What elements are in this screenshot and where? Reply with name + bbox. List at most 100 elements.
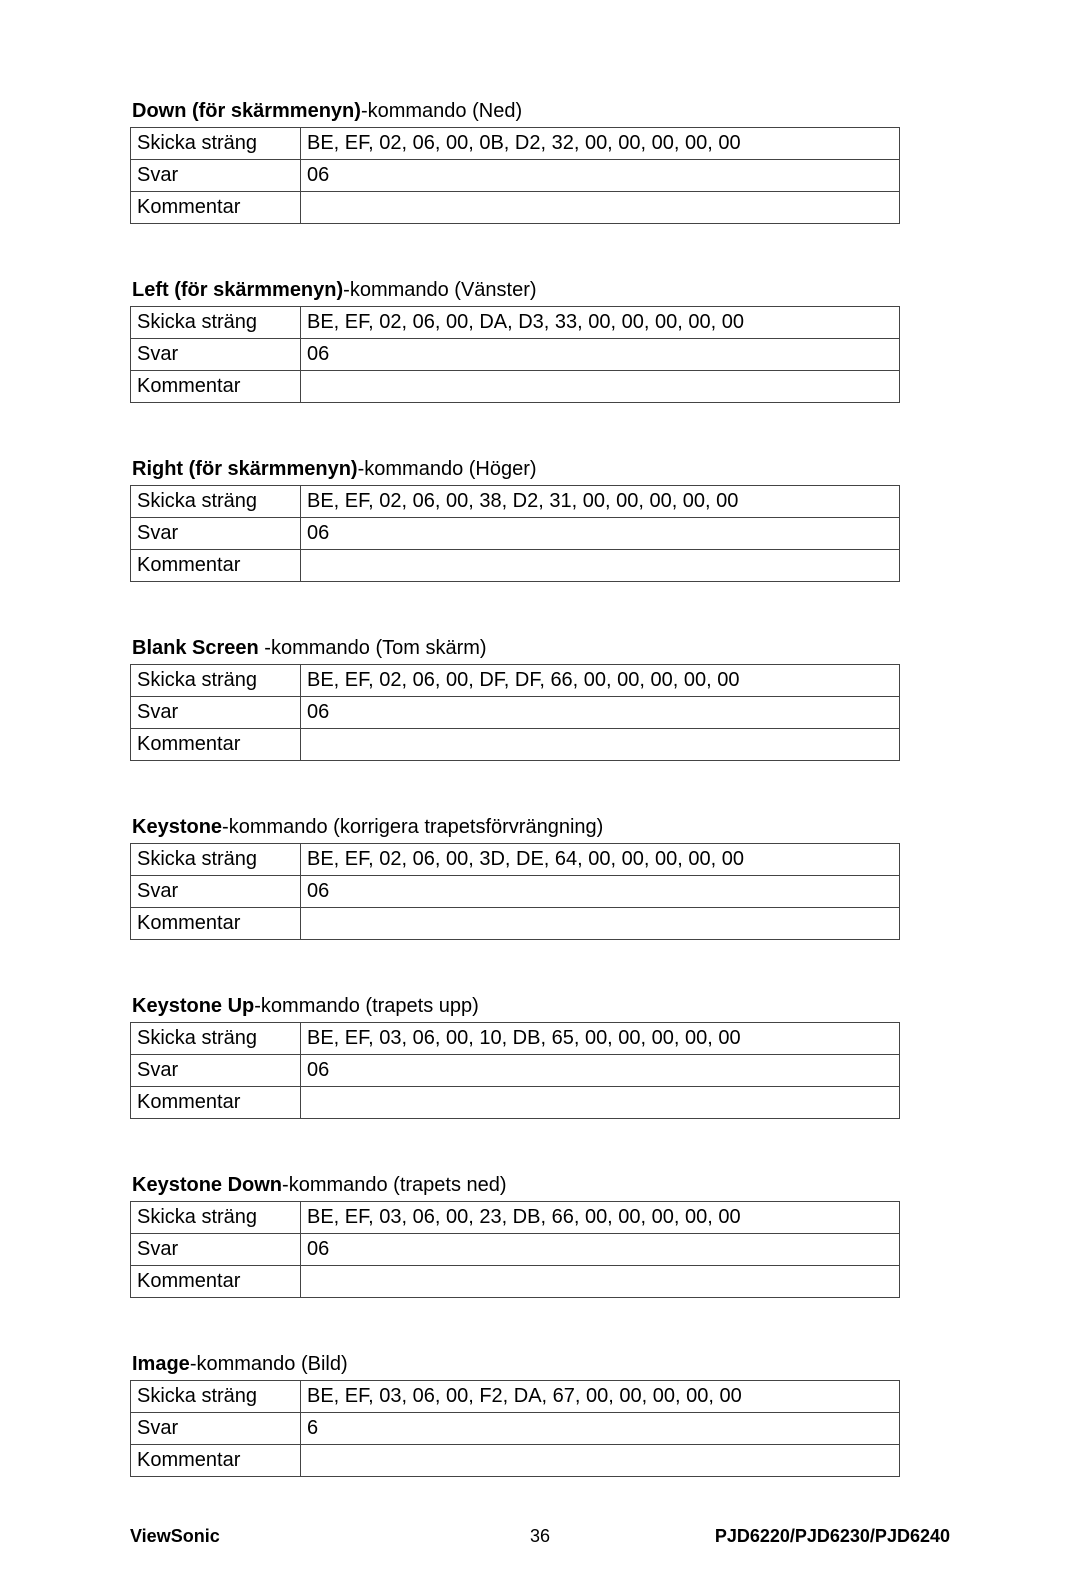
section-title-rest: -kommando (trapets ned): [282, 1174, 507, 1196]
row-label-comment: Kommentar: [131, 1445, 301, 1477]
table-row: Kommentar: [131, 729, 900, 761]
command-section: Right (för skärmmenyn)-kommando (Höger) S…: [130, 458, 950, 582]
document-page: Down (för skärmmenyn)-kommando (Ned) Skic…: [0, 0, 1080, 1592]
row-value-reply: 06: [301, 339, 900, 371]
section-title-rest: -kommando (Bild): [190, 1353, 348, 1375]
row-label-reply: Svar: [131, 518, 301, 550]
table-row: Skicka strängBE, EF, 03, 06, 00, F2, DA,…: [131, 1381, 900, 1413]
row-label-reply: Svar: [131, 697, 301, 729]
row-label-send: Skicka sträng: [131, 128, 301, 160]
table-row: Kommentar: [131, 1445, 900, 1477]
command-section: Keystone Up-kommando (trapets upp) Skicka…: [130, 995, 950, 1119]
command-table: Skicka strängBE, EF, 02, 06, 00, 3D, DE,…: [130, 843, 900, 940]
section-title-rest: -kommando (trapets upp): [254, 995, 479, 1017]
table-row: Kommentar: [131, 1087, 900, 1119]
table-row: Kommentar: [131, 550, 900, 582]
row-value-comment: [301, 729, 900, 761]
row-value-comment: [301, 908, 900, 940]
row-label-comment: Kommentar: [131, 1087, 301, 1119]
section-title-bold: Keystone Down: [132, 1174, 282, 1196]
section-title: Image-kommando (Bild): [130, 1353, 950, 1376]
table-row: Svar06: [131, 876, 900, 908]
row-label-comment: Kommentar: [131, 550, 301, 582]
row-label-send: Skicka sträng: [131, 486, 301, 518]
section-title: Blank Screen -kommando (Tom skärm): [130, 637, 950, 660]
row-value-comment: [301, 192, 900, 224]
section-title: Left (för skärmmenyn)-kommando (Vänster): [130, 279, 950, 302]
row-label-reply: Svar: [131, 1234, 301, 1266]
section-title-bold: Right (för skärmmenyn): [132, 458, 358, 480]
row-label-reply: Svar: [131, 339, 301, 371]
section-title: Right (för skärmmenyn)-kommando (Höger): [130, 458, 950, 481]
table-row: Kommentar: [131, 908, 900, 940]
table-row: Kommentar: [131, 1266, 900, 1298]
row-value-comment: [301, 371, 900, 403]
row-value-reply: 6: [301, 1413, 900, 1445]
row-value-reply: 06: [301, 1055, 900, 1087]
table-row: Svar6: [131, 1413, 900, 1445]
row-value-comment: [301, 1445, 900, 1477]
row-label-reply: Svar: [131, 160, 301, 192]
section-title-bold: Image: [132, 1353, 190, 1375]
section-title-rest: -kommando (Tom skärm): [264, 637, 486, 659]
table-row: Svar06: [131, 518, 900, 550]
section-title-bold: Keystone: [132, 816, 222, 838]
section-title: Keystone-kommando (korrigera trapetsförv…: [130, 816, 950, 839]
row-label-comment: Kommentar: [131, 729, 301, 761]
table-row: Skicka strängBE, EF, 02, 06, 00, 3D, DE,…: [131, 844, 900, 876]
row-label-comment: Kommentar: [131, 908, 301, 940]
command-section: Image-kommando (Bild) Skicka strängBE, EF…: [130, 1353, 950, 1477]
row-value-send: BE, EF, 02, 06, 00, 38, D2, 31, 00, 00, …: [301, 486, 900, 518]
section-title-bold: Keystone Up: [132, 995, 254, 1017]
table-row: Kommentar: [131, 371, 900, 403]
footer-page-number: 36: [130, 1526, 950, 1547]
table-row: Kommentar: [131, 192, 900, 224]
command-table: Skicka strängBE, EF, 02, 06, 00, 38, D2,…: [130, 485, 900, 582]
row-value-send: BE, EF, 03, 06, 00, 10, DB, 65, 00, 00, …: [301, 1023, 900, 1055]
row-value-send: BE, EF, 02, 06, 00, 3D, DE, 64, 00, 00, …: [301, 844, 900, 876]
row-label-comment: Kommentar: [131, 371, 301, 403]
row-value-reply: 06: [301, 876, 900, 908]
section-title-rest: -kommando (Höger): [358, 458, 537, 480]
table-row: Svar06: [131, 1055, 900, 1087]
row-label-reply: Svar: [131, 1413, 301, 1445]
section-title-rest: -kommando (Vänster): [343, 279, 536, 301]
row-label-send: Skicka sträng: [131, 844, 301, 876]
row-value-reply: 06: [301, 697, 900, 729]
row-value-reply: 06: [301, 1234, 900, 1266]
command-table: Skicka strängBE, EF, 02, 06, 00, DF, DF,…: [130, 664, 900, 761]
section-title-bold: Left (för skärmmenyn): [132, 279, 343, 301]
row-value-send: BE, EF, 03, 06, 00, 23, DB, 66, 00, 00, …: [301, 1202, 900, 1234]
row-value-send: BE, EF, 02, 06, 00, DF, DF, 66, 00, 00, …: [301, 665, 900, 697]
row-value-comment: [301, 550, 900, 582]
table-row: Skicka strängBE, EF, 02, 06, 00, DA, D3,…: [131, 307, 900, 339]
table-row: Svar06: [131, 1234, 900, 1266]
section-title: Down (för skärmmenyn)-kommando (Ned): [130, 100, 950, 123]
row-value-comment: [301, 1087, 900, 1119]
row-value-reply: 06: [301, 160, 900, 192]
command-section: Blank Screen -kommando (Tom skärm) Skicka…: [130, 637, 950, 761]
row-value-reply: 06: [301, 518, 900, 550]
command-table: Skicka strängBE, EF, 02, 06, 00, 0B, D2,…: [130, 127, 900, 224]
command-table: Skicka strängBE, EF, 03, 06, 00, F2, DA,…: [130, 1380, 900, 1477]
row-label-comment: Kommentar: [131, 1266, 301, 1298]
table-row: Skicka strängBE, EF, 02, 06, 00, 0B, D2,…: [131, 128, 900, 160]
section-title-bold: Blank Screen: [132, 637, 264, 659]
table-row: Skicka strängBE, EF, 02, 06, 00, 38, D2,…: [131, 486, 900, 518]
row-label-send: Skicka sträng: [131, 1202, 301, 1234]
section-title-rest: -kommando (korrigera trapetsförvrängning…: [222, 816, 603, 838]
row-value-send: BE, EF, 02, 06, 00, 0B, D2, 32, 00, 00, …: [301, 128, 900, 160]
table-row: Skicka strängBE, EF, 03, 06, 00, 10, DB,…: [131, 1023, 900, 1055]
sections-container: Down (för skärmmenyn)-kommando (Ned) Skic…: [130, 100, 950, 1477]
section-title-rest: -kommando (Ned): [361, 100, 522, 122]
section-title: Keystone Up-kommando (trapets upp): [130, 995, 950, 1018]
command-table: Skicka strängBE, EF, 02, 06, 00, DA, D3,…: [130, 306, 900, 403]
command-section: Keystone-kommando (korrigera trapetsförv…: [130, 816, 950, 940]
row-value-send: BE, EF, 03, 06, 00, F2, DA, 67, 00, 00, …: [301, 1381, 900, 1413]
command-section: Down (för skärmmenyn)-kommando (Ned) Skic…: [130, 100, 950, 224]
row-label-send: Skicka sträng: [131, 1381, 301, 1413]
section-title: Keystone Down-kommando (trapets ned): [130, 1174, 950, 1197]
row-label-reply: Svar: [131, 876, 301, 908]
table-row: Svar06: [131, 339, 900, 371]
row-label-send: Skicka sträng: [131, 665, 301, 697]
